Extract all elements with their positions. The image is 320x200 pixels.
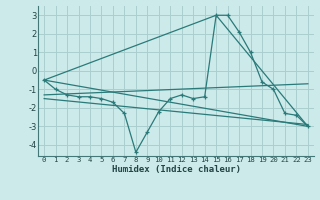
- X-axis label: Humidex (Indice chaleur): Humidex (Indice chaleur): [111, 165, 241, 174]
